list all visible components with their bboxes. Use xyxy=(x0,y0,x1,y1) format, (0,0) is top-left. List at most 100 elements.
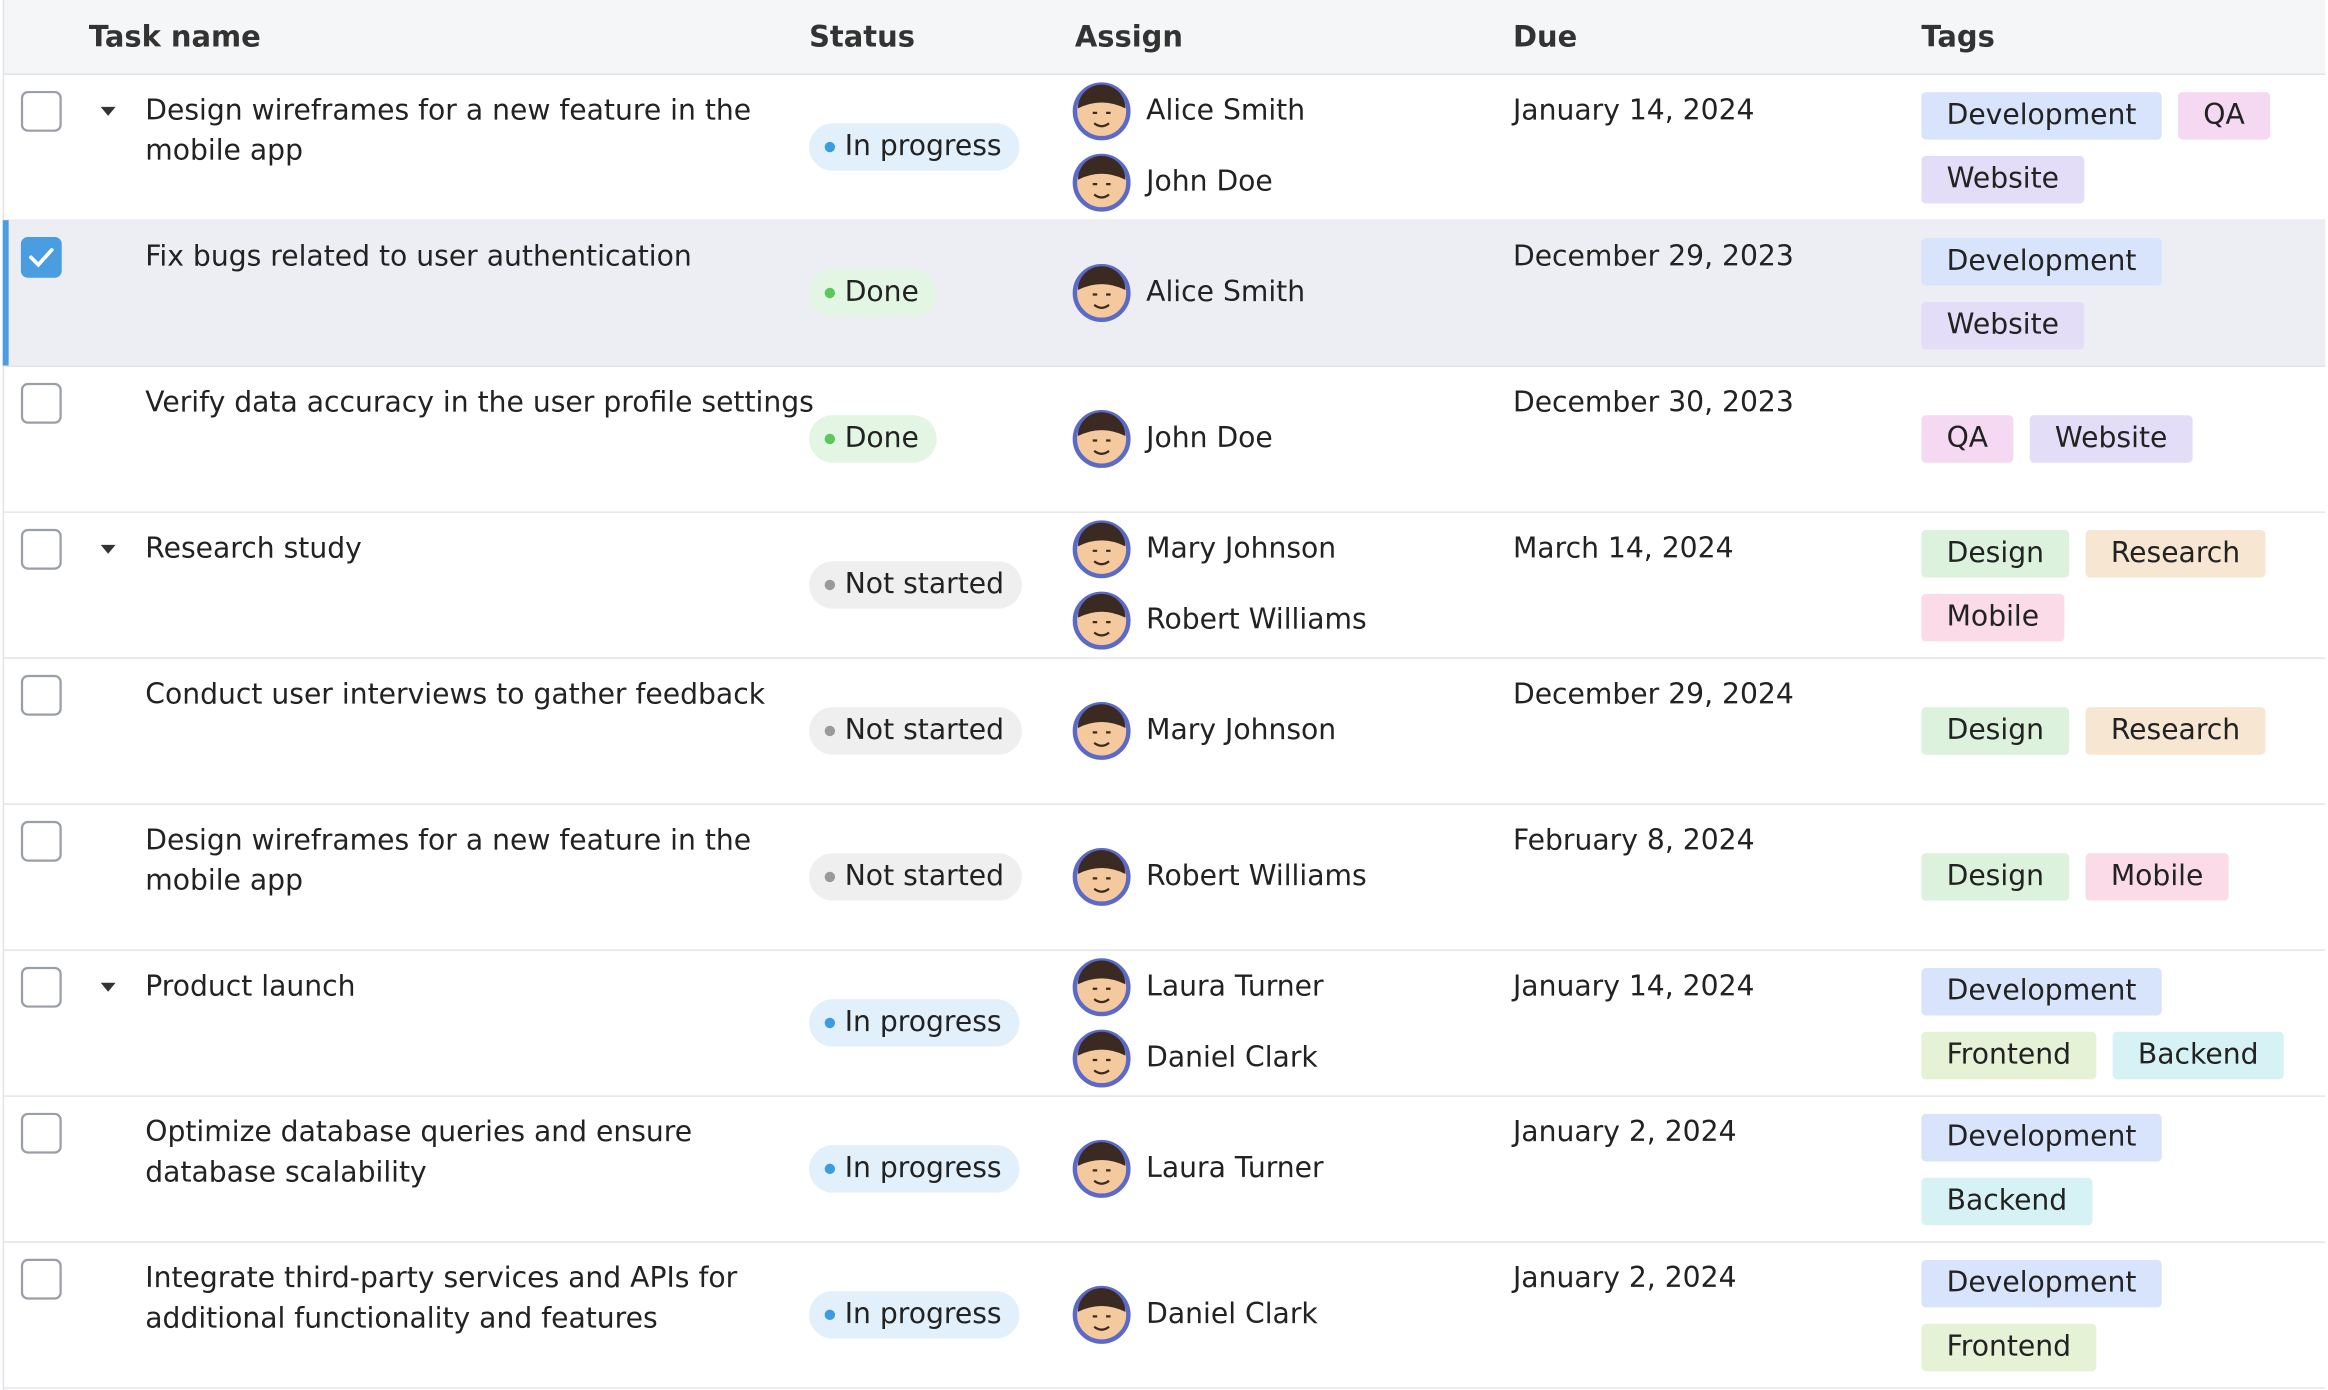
task-row[interactable]: Product launch In progress Laura Turner Dan… xyxy=(2,958,2326,1097)
assignee-name: Alice Smith xyxy=(1146,93,1305,126)
tag xyxy=(1921,967,2162,1016)
tag xyxy=(2029,415,2193,463)
avatar-face xyxy=(1092,1315,1111,1331)
task-row[interactable]: Design wireframes for a new feature in t… xyxy=(2,820,2326,951)
assignee-name: John Doe xyxy=(1144,165,1273,198)
task-row[interactable]: Integrate third-party services and APIs … xyxy=(2,1258,2326,1389)
avatar-face xyxy=(1092,549,1111,566)
avatar-hair xyxy=(1077,960,1126,985)
avatar-face xyxy=(1092,877,1111,893)
tag xyxy=(1921,1259,2162,1308)
assignee-name: Laura Turner xyxy=(1146,969,1324,1002)
assignee-name: Daniel Clark xyxy=(1146,1041,1318,1074)
avatar-face xyxy=(1092,620,1111,637)
tag-label: Research xyxy=(2111,536,2240,569)
checkbox[interactable] xyxy=(20,382,62,424)
assignee-name: Alice Smith xyxy=(1146,275,1305,308)
header-bg xyxy=(2,0,2326,75)
avatar-hair xyxy=(1077,1031,1126,1056)
tag xyxy=(1921,593,2065,642)
task-row[interactable]: Fix bugs related to user authentication D… xyxy=(2,220,2326,367)
status-dot xyxy=(824,1163,836,1175)
task-name: Research study xyxy=(145,531,362,564)
status-label: In progress xyxy=(845,1297,1002,1330)
expand-caret[interactable] xyxy=(100,544,116,554)
avatar-face xyxy=(1092,183,1111,199)
task-name: Product launch xyxy=(145,969,355,1002)
tag-label: Website xyxy=(1947,162,2059,195)
checkbox[interactable] xyxy=(20,820,62,862)
tag xyxy=(2085,530,2266,578)
assignee-name: Robert Williams xyxy=(1146,859,1367,892)
task-row[interactable]: Design wireframes for a new feature in t… xyxy=(2,82,2326,221)
row-selected-bar xyxy=(2,220,9,367)
due-date: March 14, 2024 xyxy=(1513,531,1734,564)
due-date: December 30, 2023 xyxy=(1513,385,1794,418)
tag-label: Research xyxy=(2111,713,2240,746)
due-date: February 8, 2024 xyxy=(1513,823,1755,856)
tag xyxy=(1921,707,2070,755)
due-date: December 29, 2024 xyxy=(1513,677,1794,710)
tag-label: Development xyxy=(1947,1266,2137,1299)
avatar-hair xyxy=(1077,84,1126,109)
status-label: Done xyxy=(845,421,919,454)
task-row[interactable]: Conduct user interviews to gather feedba… xyxy=(2,674,2326,805)
task-name: Verify data accuracy in the user profile… xyxy=(145,385,814,418)
tag xyxy=(1921,1031,2097,1080)
due-date: January 2, 2024 xyxy=(1511,1261,1737,1294)
status-dot xyxy=(824,579,836,591)
header-task[interactable]: Task name xyxy=(89,20,261,54)
expand-caret[interactable] xyxy=(100,106,116,116)
expand-caret[interactable] xyxy=(100,982,116,992)
checkbox[interactable] xyxy=(20,966,62,1008)
task-name: Optimize database queries and ensure xyxy=(145,1115,692,1148)
header-due[interactable]: Due xyxy=(1513,20,1577,54)
checkbox[interactable] xyxy=(20,528,62,570)
status-label: Done xyxy=(845,275,919,308)
task-name: Fix bugs related to user authentication xyxy=(145,239,692,272)
task-row[interactable]: Research study Not started Mary Johnson Rob… xyxy=(2,520,2326,659)
avatar-face xyxy=(1092,111,1111,128)
task-name: Conduct user interviews to gather feedba… xyxy=(145,677,765,710)
avatar-face xyxy=(1092,1169,1111,1185)
avatar-face xyxy=(1092,987,1111,1004)
header-tags[interactable]: Tags xyxy=(1921,20,1994,54)
task-name: mobile app xyxy=(145,863,303,896)
assignee-name: Laura Turner xyxy=(1146,1151,1324,1184)
avatar-hair xyxy=(1077,522,1126,547)
status-label: Not started xyxy=(845,859,1004,892)
header-assign[interactable]: Assign xyxy=(1075,20,1183,54)
avatar-hair xyxy=(1077,704,1126,728)
status-label: In progress xyxy=(845,129,1002,162)
task-name: mobile app xyxy=(145,133,303,166)
tag-label: Backend xyxy=(2138,1038,2259,1071)
assignee-name: Mary Johnson xyxy=(1146,531,1336,564)
task-row[interactable]: Verify data accuracy in the user profile… xyxy=(2,382,2326,513)
due-date: January 2, 2024 xyxy=(1511,1115,1737,1148)
tag-label: Development xyxy=(1947,1120,2137,1153)
tag xyxy=(1921,1323,2097,1372)
tag xyxy=(1921,1177,2093,1226)
status-label: In progress xyxy=(845,1151,1002,1184)
task-name: Design wireframes for a new feature in t… xyxy=(145,93,751,126)
tag-label: Mobile xyxy=(2111,859,2204,892)
checkbox[interactable] xyxy=(20,236,62,278)
checkbox[interactable] xyxy=(20,90,62,132)
tag xyxy=(1921,301,2085,350)
status-pill xyxy=(809,415,937,463)
assignee-name: John Doe xyxy=(1144,421,1273,454)
status-pill xyxy=(809,1145,1020,1193)
checkbox[interactable] xyxy=(20,1258,62,1300)
task-row[interactable]: Optimize database queries and ensure data… xyxy=(2,1112,2326,1243)
header-status[interactable]: Status xyxy=(809,20,915,54)
status-pill xyxy=(809,853,1022,901)
status-dot xyxy=(824,871,836,883)
checkbox[interactable] xyxy=(20,674,62,716)
tag-label: Design xyxy=(1947,713,2044,746)
avatar-face xyxy=(1092,439,1111,455)
avatar-hair xyxy=(1077,266,1126,291)
due-date: January 14, 2024 xyxy=(1511,969,1754,1002)
checkmark xyxy=(29,248,54,268)
checkbox[interactable] xyxy=(20,1112,62,1154)
status-pill xyxy=(809,269,937,317)
